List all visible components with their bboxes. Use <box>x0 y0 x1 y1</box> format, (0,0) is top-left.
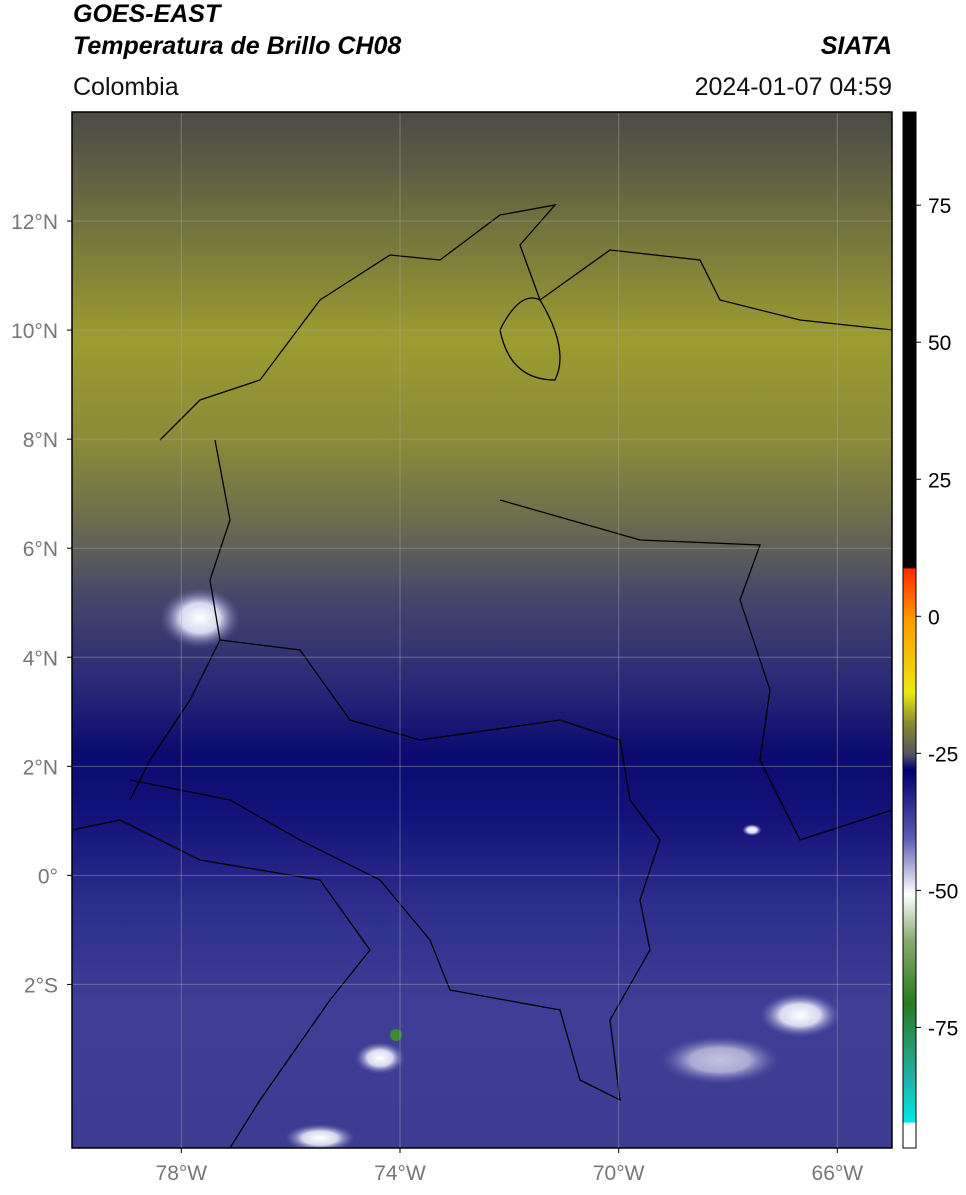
lon-tick-label: 66°W <box>812 1162 864 1185</box>
lat-tick-label: 2°S <box>24 974 58 997</box>
lat-tick-label: 2°N <box>23 756 58 779</box>
datetime: 2024-01-07 04:59 <box>695 73 892 101</box>
lon-tick-label: 70°W <box>593 1162 645 1185</box>
colorbar-tick-label: -50 <box>928 880 958 903</box>
lat-tick-label: 6°N <box>23 538 58 561</box>
title-line1: GOES-EAST <box>73 0 223 28</box>
colorbar-tick-label: 50 <box>928 332 951 355</box>
region: Colombia <box>73 73 179 101</box>
source: SIATA <box>821 32 892 60</box>
colorbar-tick-label: 75 <box>928 195 951 218</box>
satellite-image <box>72 112 892 1148</box>
lon-tick-label: 74°W <box>374 1162 426 1185</box>
colorbar-tick-label: -25 <box>928 743 958 766</box>
lat-tick-label: 4°N <box>23 647 58 670</box>
colorbar-tick-label: 0 <box>928 606 940 629</box>
lat-tick-label: 10°N <box>11 320 58 343</box>
map-frame <box>71 111 893 1149</box>
title-line2: Temperatura de Brillo CH08 <box>73 32 401 60</box>
colorbar-tick-label: 25 <box>928 469 951 492</box>
colorbar-tick-label: -75 <box>928 1017 958 1040</box>
lat-tick-label: 8°N <box>23 429 58 452</box>
lat-tick-label: 12°N <box>11 211 58 234</box>
grid <box>72 112 892 1148</box>
lon-tick-label: 78°W <box>156 1162 208 1185</box>
colorbar <box>902 111 917 1149</box>
lat-tick-label: 0° <box>38 865 58 888</box>
